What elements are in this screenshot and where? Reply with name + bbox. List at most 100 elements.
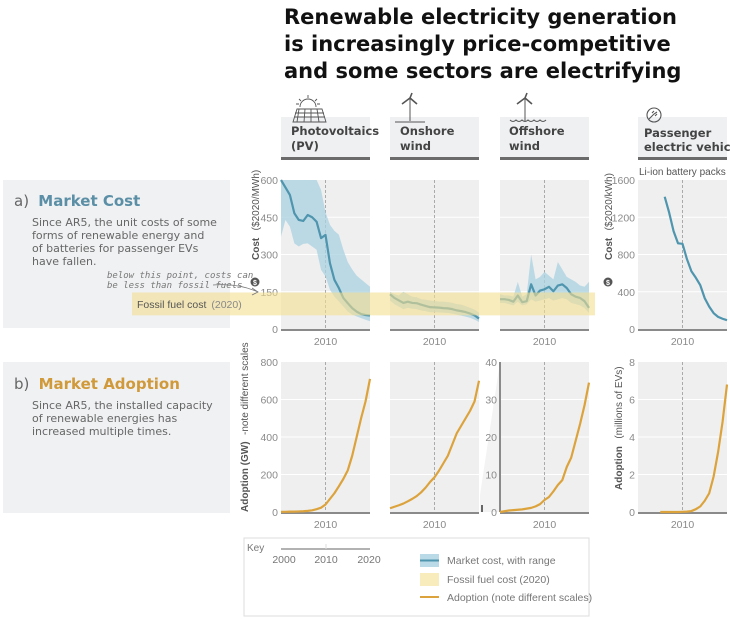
key-title: Key bbox=[247, 543, 264, 554]
annotation-line-2: be less than fossil fuels bbox=[107, 281, 242, 291]
y-tick-label: 1200 bbox=[612, 212, 636, 224]
y-tick-label: 40 bbox=[485, 357, 497, 369]
adoption-ev-label-bold: Adoption bbox=[614, 446, 625, 490]
adoption-gw-label-bold: Adoption (GW) bbox=[240, 441, 251, 512]
key-label-adoption: Adoption (note different scales) bbox=[447, 592, 592, 604]
key-tick-2020: 2020 bbox=[357, 554, 381, 566]
header-offshore-line2: wind bbox=[509, 139, 540, 153]
y-tick-label: 200 bbox=[260, 470, 278, 482]
ev-plug-icon bbox=[646, 107, 662, 123]
panel-offshore-cost: 2010 bbox=[499, 180, 590, 348]
x-tick-label: 2010 bbox=[423, 336, 447, 348]
y-tick-label: 30 bbox=[485, 395, 497, 407]
panel-headers: Photovoltaics (PV) Onshore wind Offshore… bbox=[281, 117, 730, 178]
dollar-icon bbox=[250, 277, 260, 287]
adoption-ev-label-unit: (millions of EVs) bbox=[614, 366, 625, 438]
dollar-icon-glyph: $ bbox=[606, 280, 610, 287]
y-tick-label: 600 bbox=[260, 175, 278, 187]
x-tick-label: 2010 bbox=[423, 519, 447, 531]
fossil-label-main: Fossil fuel cost bbox=[137, 299, 207, 311]
adoption-line bbox=[660, 384, 729, 514]
y-tick-label: 4 bbox=[629, 432, 635, 444]
cost-mwh-label-bold: Cost bbox=[251, 237, 262, 260]
market-adoption-prefix: b) bbox=[14, 375, 29, 393]
header-ev-bg bbox=[638, 117, 727, 157]
dollar-icon-glyph: $ bbox=[253, 280, 257, 287]
y-axis-label-cost-mwh: Cost ($2020/MWh) bbox=[246, 170, 263, 260]
header-pv-line2: (PV) bbox=[291, 139, 319, 153]
header-pv-line1: Photovoltaics bbox=[291, 124, 379, 138]
adoption-gw-label-unit: -note different scales bbox=[240, 342, 251, 435]
panel-onshore-adoption: 2010 bbox=[389, 362, 481, 531]
panel-pv-adoption: 800 600 400 200 0 2010 bbox=[260, 357, 372, 531]
header-offshore-bg bbox=[500, 117, 589, 157]
x-tick-label: 2010 bbox=[314, 336, 338, 348]
header-pv-bg bbox=[281, 117, 370, 157]
x-tick-label: 2010 bbox=[671, 519, 695, 531]
header-ev-line1: Passenger bbox=[644, 126, 712, 140]
x-tick-label: 2010 bbox=[671, 336, 695, 348]
cost-mwh-label-unit: ($2020/MWh) bbox=[251, 170, 262, 231]
y-tick-label: 1600 bbox=[612, 175, 636, 187]
panel-pv-cost: 60045030015002010 bbox=[260, 175, 371, 348]
x-tick-label: 2010 bbox=[533, 336, 557, 348]
dollar-icon bbox=[603, 277, 613, 287]
y-tick-label: 0 bbox=[272, 507, 278, 519]
x-tick-label: 2010 bbox=[314, 519, 338, 531]
y-tick-label: 0 bbox=[629, 324, 635, 336]
y-axis-label-adoption-gw: Adoption (GW) -note different scales bbox=[235, 342, 252, 512]
y-tick-label: 300 bbox=[260, 250, 278, 262]
title-line-3: and some sectors are electrifying bbox=[284, 59, 681, 83]
header-offshore-rule bbox=[500, 157, 589, 160]
plots: 6004503001500201020102010160012008004000… bbox=[260, 175, 729, 531]
key-swatch-fossil bbox=[420, 573, 439, 586]
y-tick-label: 600 bbox=[260, 395, 278, 407]
y-tick-label: 6 bbox=[629, 395, 635, 407]
y-tick-label: 800 bbox=[260, 357, 278, 369]
key-tick-2010: 2010 bbox=[314, 554, 338, 566]
market-adoption-title: Market Adoption bbox=[39, 375, 180, 393]
market-cost-heading: a) Market Cost bbox=[14, 192, 140, 210]
key-box bbox=[243, 537, 590, 617]
market-cost-text-2: forms of renewable energy and bbox=[32, 229, 204, 242]
market-adoption-text-3: increased multiple times. bbox=[32, 425, 171, 438]
y-tick-label: 10 bbox=[485, 470, 497, 482]
cost-range-band bbox=[281, 180, 370, 322]
y-tick-label: 800 bbox=[617, 250, 635, 262]
market-cost-title: Market Cost bbox=[38, 192, 140, 210]
fossil-fuel-cost-label: Fossil fuel cost (2020) bbox=[137, 299, 242, 311]
market-adoption-text-1: Since AR5, the installed capacity bbox=[32, 399, 213, 412]
wind-turbine-icon bbox=[395, 92, 425, 123]
header-onshore-rule bbox=[390, 157, 479, 160]
y-tick-label: 0 bbox=[629, 507, 635, 519]
cost-kwh-label-bold: Cost bbox=[604, 237, 615, 260]
header-onshore-bg bbox=[390, 117, 479, 157]
header-offshore-line1: Offshore bbox=[509, 124, 565, 138]
cost-kwh-label-unit: ($2020/kWh) bbox=[604, 173, 615, 230]
panel-ev-cost: 1600 1200 800 400 0 2010 bbox=[612, 175, 728, 348]
fossil-label-suffix: (2020) bbox=[211, 299, 241, 311]
header-ev-rule bbox=[638, 157, 727, 160]
y-tick-label: 0 bbox=[491, 507, 497, 519]
header-ev-line2: electric vehicle bbox=[644, 140, 730, 154]
panel-ev-adoption: 8 6 4 2 0 2010 bbox=[629, 357, 729, 531]
market-adoption-heading: b) Market Adoption bbox=[14, 375, 180, 393]
y-tick-label: 450 bbox=[260, 212, 278, 224]
y-axis-label-adoption-ev: Adoption (millions of EVs) bbox=[609, 366, 626, 490]
market-cost-text-4: have fallen. bbox=[32, 255, 96, 268]
panel-onshore-cost: 2010 bbox=[389, 180, 480, 348]
y-tick-label: 400 bbox=[260, 432, 278, 444]
key-tick-2000: 2000 bbox=[272, 554, 296, 566]
title-line-1: Renewable electricity generation bbox=[284, 5, 677, 29]
key-label-fossil: Fossil fuel cost (2020) bbox=[447, 574, 550, 586]
solar-panel-icon bbox=[292, 95, 327, 123]
annotation-line-1: below this point, costs can bbox=[107, 271, 253, 281]
market-cost-text-3: of batteries for passenger EVs bbox=[32, 242, 199, 255]
market-adoption-box bbox=[3, 362, 230, 513]
header-onshore-line1: Onshore bbox=[400, 124, 455, 138]
x-tick-label: 2010 bbox=[533, 519, 557, 531]
header-onshore-line2: wind bbox=[400, 139, 431, 153]
y-tick-label: 8 bbox=[629, 357, 635, 369]
